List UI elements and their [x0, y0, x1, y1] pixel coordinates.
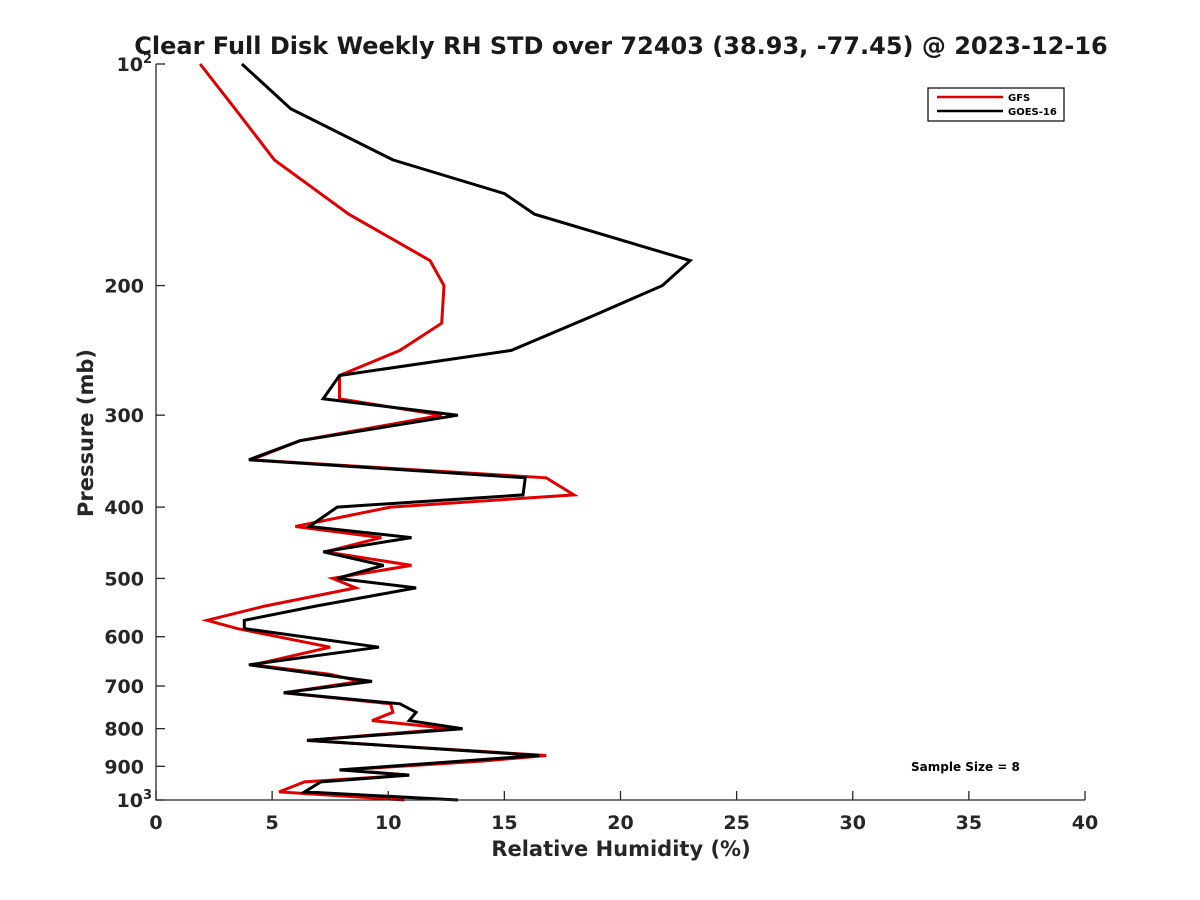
x-tick-label: 35	[956, 812, 982, 834]
legend: GFS GOES-16	[927, 87, 1065, 122]
x-axis-label: Relative Humidity (%)	[491, 837, 750, 861]
y-tick-label: 500	[104, 568, 144, 590]
x-tick-label: 15	[491, 812, 517, 834]
y-tick-label: 800	[104, 719, 144, 741]
x-tick-label: 5	[266, 812, 279, 834]
chart-title: Clear Full Disk Weekly RH STD over 72403…	[134, 32, 1107, 60]
y-tick-label: 400	[104, 497, 144, 519]
y-tick-label: 600	[104, 627, 144, 649]
series-line-goes-16	[240, 62, 694, 802]
legend-gfs-label: GFS	[1008, 93, 1030, 104]
y-tick-label: 102	[117, 52, 153, 76]
x-tick-label: 10	[375, 812, 401, 834]
x-tick-label: 25	[723, 812, 749, 834]
x-tick-label: 0	[149, 812, 162, 834]
y-tick-label: 900	[104, 756, 144, 778]
y-tick-label: 200	[104, 276, 144, 298]
legend-goes-label: GOES-16	[1008, 107, 1057, 118]
y-axis: 102 200 300 400 500 600 700 800 900 103	[104, 52, 165, 812]
x-axis: 0 5 10 15 20 25 30 35 40	[149, 791, 1098, 834]
y-tick-label: 103	[117, 788, 153, 812]
series-layer	[198, 62, 694, 802]
y-tick-label: 700	[104, 676, 144, 698]
y-tick-label: 300	[104, 405, 144, 427]
x-tick-label: 40	[1072, 812, 1098, 834]
legend-box	[927, 87, 1065, 122]
sample-size-annotation: Sample Size = 8	[911, 760, 1020, 774]
x-tick-label: 30	[840, 812, 866, 834]
y-axis-label: Pressure (mb)	[74, 349, 98, 517]
x-tick-label: 20	[607, 812, 633, 834]
